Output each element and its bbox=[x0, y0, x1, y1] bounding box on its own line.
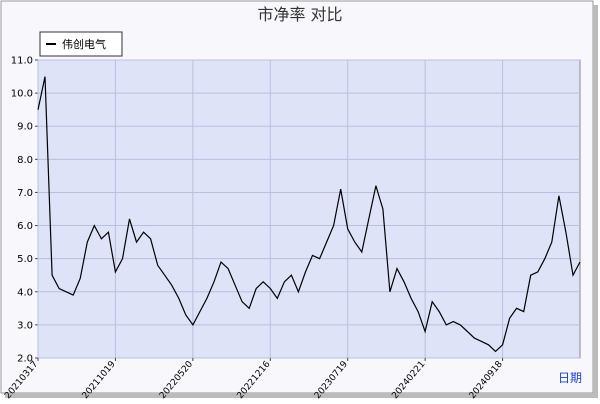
y-tick-label: 6.0 bbox=[17, 221, 33, 232]
plot-area bbox=[37, 59, 581, 359]
y-tick-label: 4.0 bbox=[17, 287, 33, 298]
y-tick-label: 8.0 bbox=[17, 155, 33, 166]
y-tick-label: 10.0 bbox=[11, 89, 33, 100]
y-tick-label: 5.0 bbox=[17, 254, 33, 265]
y-tick-label: 2.0 bbox=[17, 354, 33, 365]
series-line bbox=[37, 76, 581, 353]
y-tick-label: 9.0 bbox=[17, 122, 33, 133]
y-tick-label: 7.0 bbox=[17, 188, 33, 199]
legend-label: 伟创电气 bbox=[62, 37, 106, 51]
y-tick-label: 3.0 bbox=[17, 320, 33, 331]
shadow bbox=[593, 5, 598, 397]
y-tick-label: 11.0 bbox=[11, 56, 33, 67]
chart-title: 市净率 对比 bbox=[257, 5, 342, 24]
shadow bbox=[5, 393, 598, 398]
x-axis-label: 日期 bbox=[558, 371, 582, 385]
